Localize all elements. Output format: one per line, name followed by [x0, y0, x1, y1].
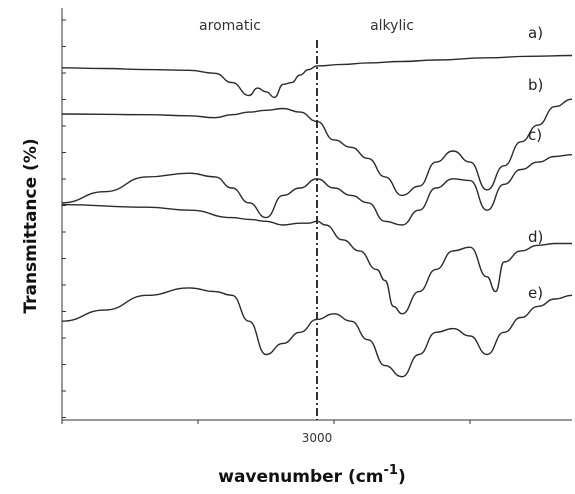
- series-label-a: a): [528, 24, 543, 42]
- x-axis-title: wavenumber (cm-1): [218, 463, 406, 487]
- series-line-a: [61, 54, 573, 99]
- annotation-aromatic: aromatic: [199, 18, 261, 34]
- y-axis-ticks: [62, 19, 66, 418]
- series-line-c: [61, 154, 573, 226]
- x-tick-label: 3000: [302, 431, 333, 445]
- series-label-e: e): [528, 284, 543, 302]
- series-line-d: [61, 203, 573, 315]
- series-line-e: [61, 287, 573, 378]
- series-label-c: c): [528, 126, 542, 144]
- series-line-b: [61, 98, 573, 197]
- series-labels: a) b) c) d) e): [528, 24, 543, 302]
- y-axis: [61, 8, 66, 420]
- series-label-b: b): [528, 76, 543, 94]
- x-axis-title-text: wavenumber (cm: [218, 467, 383, 487]
- x-axis-title-superscript: -1: [384, 463, 398, 478]
- series-label-d: d): [528, 228, 543, 246]
- annotation-alkylic: alkylic: [370, 18, 414, 34]
- x-axis-title-close: ): [398, 467, 406, 487]
- x-axis-ticks: 3000: [61, 420, 471, 445]
- y-axis-title: Transmittance (%): [21, 138, 41, 313]
- series-group: [61, 54, 573, 378]
